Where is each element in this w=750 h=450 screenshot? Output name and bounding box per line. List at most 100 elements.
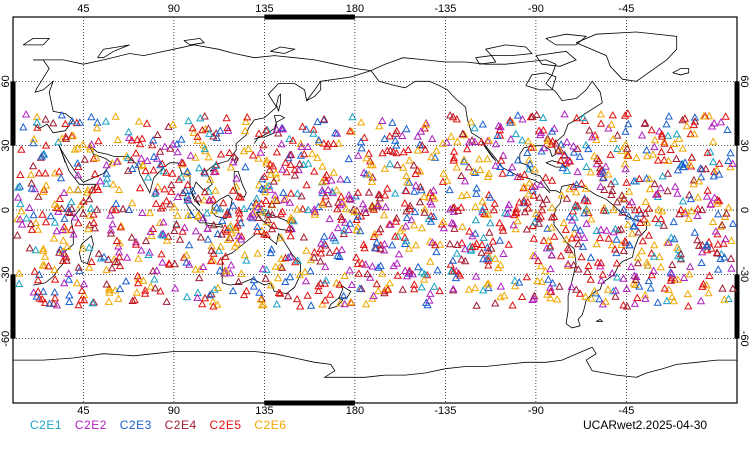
obs-marker-c2e3 (445, 185, 454, 194)
obs-marker-c2e2 (428, 134, 437, 142)
obs-marker-c2e3 (625, 240, 634, 249)
obs-marker-c2e4 (94, 249, 104, 257)
obs-marker-c2e5 (539, 236, 549, 244)
obs-marker-c2e5 (115, 261, 125, 270)
obs-marker-c2e2 (547, 250, 556, 259)
obs-marker-c2e2 (509, 220, 518, 229)
obs-marker-c2e3 (547, 127, 557, 135)
obs-marker-c2e2 (54, 207, 63, 215)
obs-marker-c2e5 (393, 271, 402, 279)
obs-marker-c2e6 (511, 281, 520, 290)
obs-marker-c2e6 (310, 210, 319, 218)
obs-marker-c2e3 (339, 291, 348, 300)
obs-marker-c2e5 (321, 295, 330, 304)
bottom-lon-label: -135 (434, 405, 456, 417)
obs-marker-c2e5 (157, 249, 166, 258)
obs-marker-c2e4 (416, 182, 425, 191)
obs-marker-c2e6 (571, 187, 581, 196)
obs-marker-c2e5 (234, 206, 243, 214)
obs-marker-c2e5 (622, 178, 631, 186)
obs-marker-c2e5 (354, 269, 363, 277)
obs-marker-c2e6 (367, 177, 377, 185)
obs-marker-c2e6 (699, 111, 708, 120)
obs-marker-c2e5 (719, 239, 728, 247)
obs-marker-c2e6 (105, 283, 114, 292)
obs-marker-c2e4 (376, 244, 385, 253)
obs-marker-c2e3 (631, 214, 641, 222)
obs-marker-c2e2 (159, 217, 168, 226)
obs-marker-c2e5 (142, 119, 152, 127)
obs-marker-c2e6 (271, 195, 280, 203)
top-lon-label: 45 (77, 3, 89, 15)
obs-marker-c2e4 (650, 179, 659, 188)
obs-marker-c2e2 (106, 211, 115, 219)
coastline-segment (33, 44, 372, 71)
obs-marker-c2e2 (310, 207, 320, 215)
obs-marker-c2e6 (708, 217, 718, 225)
obs-marker-c2e2 (673, 189, 682, 197)
obs-marker-c2e6 (63, 242, 72, 250)
obs-marker-c2e1 (385, 159, 395, 168)
obs-marker-c2e1 (214, 246, 224, 254)
obs-marker-c2e6 (362, 153, 371, 162)
obs-marker-c2e6 (519, 182, 529, 190)
obs-marker-c2e6 (183, 211, 193, 219)
obs-marker-c2e5 (421, 145, 430, 153)
obs-marker-c2e2 (716, 117, 726, 126)
obs-marker-c2e5 (359, 240, 368, 248)
obs-marker-c2e5 (560, 151, 569, 159)
obs-marker-c2e5 (67, 225, 76, 233)
obs-marker-c2e3 (513, 111, 523, 119)
obs-marker-c2e1 (570, 213, 579, 221)
obs-marker-c2e5 (221, 252, 230, 260)
obs-marker-c2e6 (29, 134, 39, 143)
obs-marker-c2e4 (445, 239, 455, 248)
obs-marker-c2e5 (647, 270, 656, 279)
obs-marker-c2e4 (542, 195, 551, 203)
obs-marker-c2e2 (106, 225, 116, 234)
obs-marker-c2e5 (352, 253, 361, 261)
obs-marker-c2e4 (393, 160, 402, 169)
obs-marker-c2e6 (411, 240, 421, 249)
obs-marker-c2e2 (280, 195, 289, 204)
obs-marker-c2e6 (447, 132, 456, 140)
obs-marker-c2e6 (464, 285, 474, 293)
obs-marker-c2e6 (439, 217, 448, 225)
obs-marker-c2e6 (478, 197, 487, 205)
obs-marker-c2e2 (285, 198, 295, 206)
obs-marker-c2e2 (317, 186, 327, 194)
obs-marker-c2e3 (415, 140, 425, 148)
obs-marker-c2e5 (298, 204, 307, 213)
obs-marker-c2e4 (619, 246, 628, 254)
obs-marker-c2e5 (450, 203, 459, 211)
obs-marker-c2e5 (526, 112, 536, 121)
obs-marker-c2e5 (216, 150, 226, 158)
obs-marker-c2e1 (466, 246, 476, 254)
obs-marker-c2e2 (152, 266, 161, 274)
obs-marker-c2e6 (632, 153, 641, 161)
obs-marker-c2e3 (306, 266, 315, 275)
obs-marker-c2e4 (458, 129, 468, 137)
obs-marker-c2e6 (622, 150, 632, 159)
obs-marker-c2e6 (76, 200, 85, 209)
obs-marker-c2e6 (547, 223, 556, 231)
obs-marker-c2e5 (260, 229, 269, 238)
obs-marker-c2e3 (277, 123, 287, 132)
obs-marker-c2e2 (333, 223, 343, 232)
obs-marker-c2e5 (87, 257, 96, 265)
obs-marker-c2e6 (690, 129, 699, 138)
obs-marker-c2e6 (26, 170, 36, 178)
obs-marker-c2e6 (314, 137, 324, 145)
obs-marker-c2e4 (376, 224, 385, 233)
obs-marker-c2e5 (567, 234, 577, 242)
obs-marker-c2e3 (374, 263, 383, 271)
obs-marker-c2e3 (697, 258, 706, 266)
obs-marker-c2e5 (296, 301, 305, 310)
obs-marker-c2e5 (595, 233, 605, 242)
obs-marker-c2e3 (402, 213, 412, 221)
coastline-segment (276, 93, 281, 112)
obs-marker-c2e4 (41, 115, 50, 123)
obs-marker-c2e5 (207, 256, 216, 265)
obs-marker-c2e5 (160, 184, 169, 193)
obs-marker-c2e4 (675, 209, 684, 218)
